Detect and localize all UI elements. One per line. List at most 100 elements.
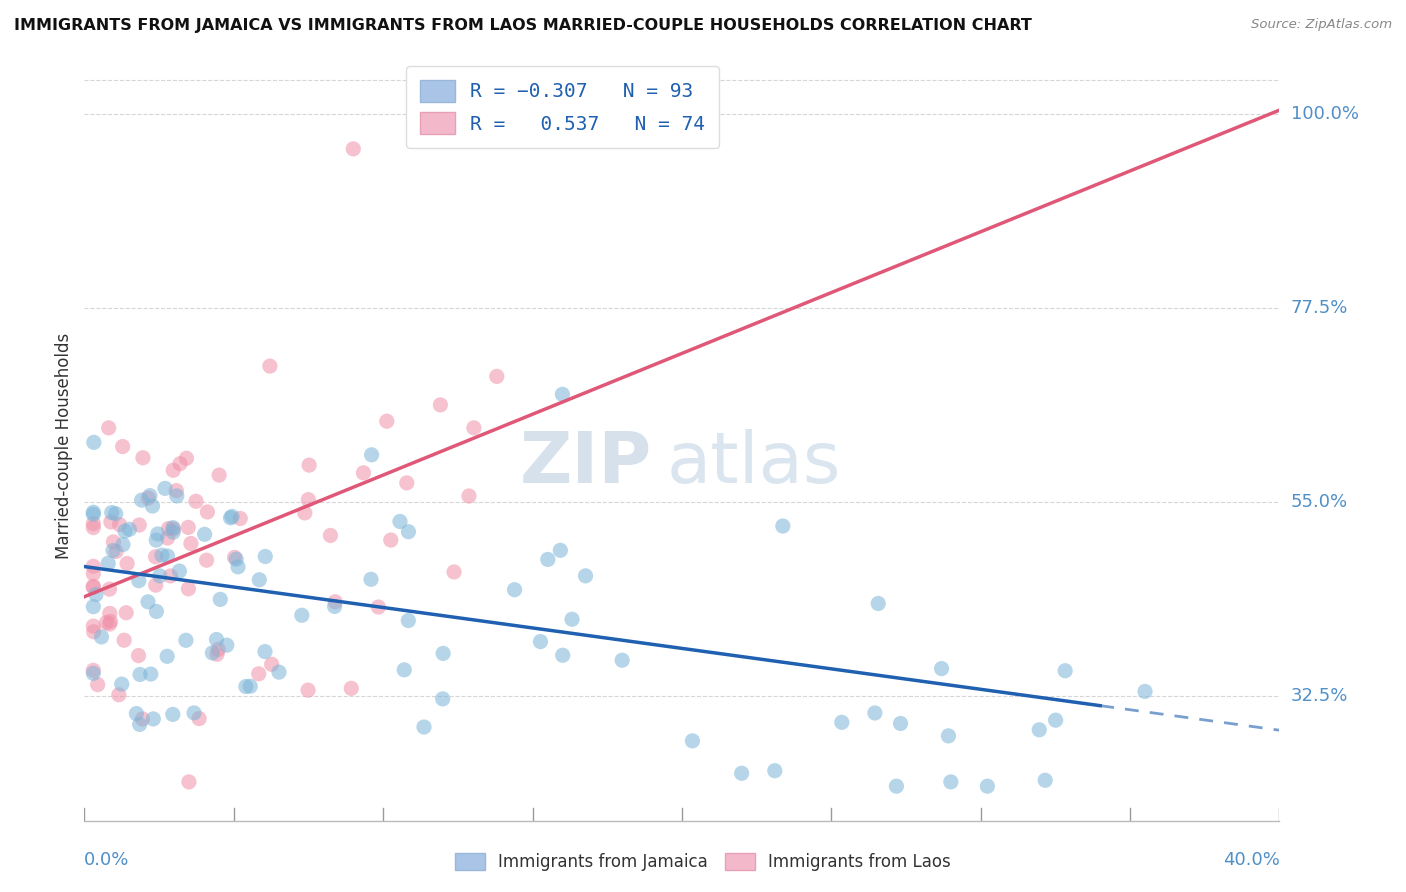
Point [342, 142, 364, 156]
Y-axis label: Married-couple Households: Married-couple Households [55, 333, 73, 559]
Point [367, 600, 389, 615]
Point [136, 491, 159, 505]
Point [104, 507, 127, 521]
Point [681, 734, 703, 748]
Point [131, 493, 153, 508]
Point [82, 619, 104, 633]
Point [247, 666, 270, 681]
Point [180, 536, 202, 550]
Point [150, 548, 173, 562]
Point [162, 525, 184, 540]
Point [221, 509, 243, 524]
Point [537, 552, 560, 566]
Point [131, 712, 153, 726]
Point [128, 574, 150, 588]
Text: IMMIGRANTS FROM JAMAICA VS IMMIGRANTS FROM LAOS MARRIED-COUPLE HOUSEHOLDS CORREL: IMMIGRANTS FROM JAMAICA VS IMMIGRANTS FR… [14, 18, 1032, 33]
Point [772, 519, 794, 533]
Point [165, 483, 187, 498]
Point [396, 614, 419, 628]
Point [360, 448, 382, 462]
Point [115, 606, 138, 620]
Legend: R = −0.307   N = 93, R =   0.537   N = 74: R = −0.307 N = 93, R = 0.537 N = 74 [406, 66, 718, 148]
Text: 40.0%: 40.0% [1223, 851, 1279, 869]
Point [145, 549, 167, 564]
Point [294, 506, 316, 520]
Point [101, 543, 124, 558]
Point [108, 517, 131, 532]
Point [432, 647, 454, 661]
Point [208, 468, 231, 483]
Point [215, 638, 238, 652]
Point [96, 615, 118, 630]
Point [396, 524, 419, 539]
Point [145, 578, 167, 592]
Point [156, 531, 179, 545]
Point [146, 527, 169, 541]
Point [323, 599, 346, 614]
Point [395, 475, 418, 490]
Point [132, 450, 155, 465]
Point [550, 543, 572, 558]
Text: Source: ZipAtlas.com: Source: ZipAtlas.com [1251, 18, 1392, 31]
Point [82, 508, 104, 522]
Point [142, 712, 165, 726]
Point [183, 706, 205, 720]
Point [156, 649, 179, 664]
Point [139, 489, 162, 503]
Text: 0.0%: 0.0% [84, 851, 129, 869]
Point [432, 691, 454, 706]
Point [156, 549, 179, 563]
Point [82, 666, 104, 681]
Point [429, 398, 451, 412]
Text: 100.0%: 100.0% [1291, 105, 1358, 123]
Point [98, 582, 121, 596]
Point [82, 516, 104, 531]
Point [267, 665, 290, 680]
Point [84, 588, 107, 602]
Point [197, 505, 219, 519]
Point [97, 557, 120, 571]
Point [529, 634, 551, 648]
Point [763, 764, 786, 778]
Point [82, 663, 104, 677]
Point [205, 632, 228, 647]
Point [291, 608, 314, 623]
Point [463, 421, 485, 435]
Point [394, 663, 416, 677]
Point [235, 680, 257, 694]
Point [259, 359, 281, 373]
Point [323, 595, 346, 609]
Point [485, 369, 508, 384]
Point [111, 440, 134, 454]
Point [128, 648, 150, 663]
Point [169, 564, 191, 578]
Point [1033, 773, 1056, 788]
Point [201, 646, 224, 660]
Point [174, 633, 197, 648]
Point [388, 515, 411, 529]
Point [145, 604, 167, 618]
Point [128, 717, 150, 731]
Point [176, 451, 198, 466]
Point [226, 559, 249, 574]
Point [209, 592, 232, 607]
Point [1054, 664, 1077, 678]
Point [219, 511, 242, 525]
Point [1045, 713, 1067, 727]
Point [503, 582, 526, 597]
Point [136, 595, 159, 609]
Point [139, 667, 162, 681]
Point [976, 779, 998, 793]
Point [731, 766, 754, 780]
Point [612, 653, 634, 667]
Point [111, 677, 134, 691]
Point [868, 597, 890, 611]
Point [97, 421, 120, 435]
Point [224, 550, 246, 565]
Point [103, 534, 125, 549]
Point [83, 624, 105, 639]
Text: 32.5%: 32.5% [1291, 687, 1348, 705]
Point [298, 458, 321, 472]
Point [108, 688, 131, 702]
Point [194, 527, 217, 541]
